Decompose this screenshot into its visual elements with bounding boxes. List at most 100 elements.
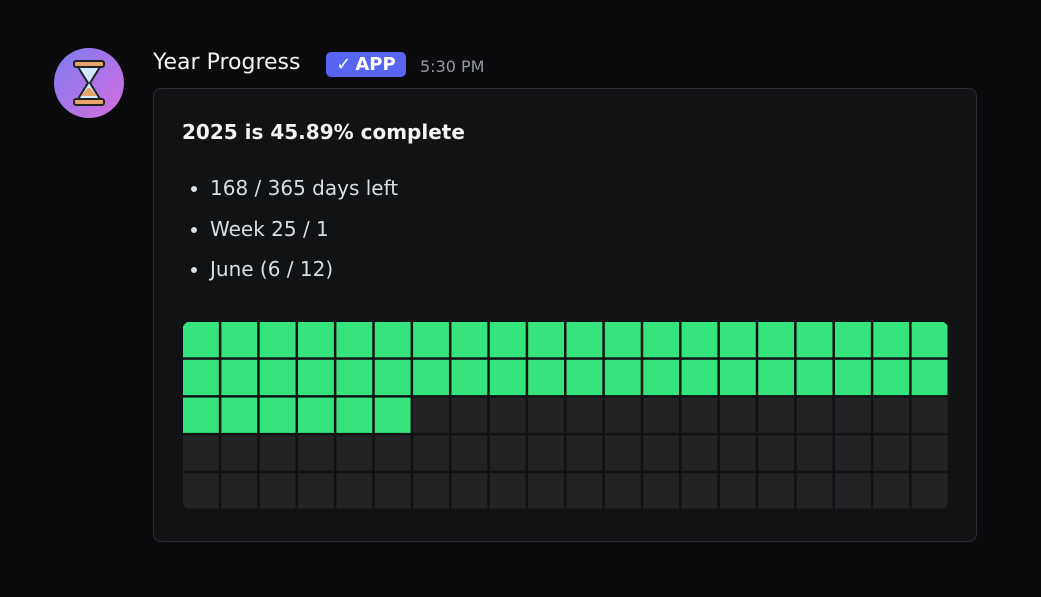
filled-cell [374,322,411,358]
filled-cell [374,359,411,396]
empty-cell [451,473,488,509]
empty-cell [528,473,564,509]
timestamp: 5:30 PM [420,57,485,76]
filled-cell [643,359,680,396]
empty-cell [719,473,756,509]
empty-cell [681,473,718,509]
empty-cell [374,435,411,471]
filled-cell [604,322,641,358]
empty-cell [489,473,526,509]
empty-cell [221,435,258,471]
filled-cell [489,322,526,358]
empty-cell [834,435,871,471]
empty-cell [566,473,603,509]
filled-cell [643,322,680,358]
filled-cell [298,359,334,396]
filled-cell [911,322,948,358]
filled-cell [528,322,564,358]
empty-cell [183,473,219,509]
filled-cell [873,359,910,396]
empty-cell [911,435,948,471]
empty-cell [643,397,680,433]
empty-cell [796,473,833,509]
empty-cell [528,435,564,471]
empty-cell [719,435,756,471]
empty-cell [758,435,795,471]
filled-cell [259,359,296,396]
empty-cell [298,435,334,471]
empty-cell [221,473,258,509]
bullet-list: 168 / 365 days leftWeek 25 / 1June (6 / … [182,171,398,293]
empty-cell [604,435,641,471]
filled-cell [911,359,948,396]
app-badge: ✓ APP [326,52,406,77]
filled-cell [873,322,910,358]
filled-cell [298,397,334,433]
empty-cell [413,397,449,433]
filled-cell [451,322,488,358]
empty-cell [489,435,526,471]
empty-cell [489,397,526,433]
filled-cell [489,359,526,396]
empty-cell [911,397,948,433]
empty-cell [758,397,795,433]
filled-cell [566,359,603,396]
filled-cell [758,359,795,396]
empty-cell [413,435,449,471]
empty-cell [183,435,219,471]
filled-cell [681,359,718,396]
empty-cell [643,473,680,509]
filled-cell [374,397,411,433]
filled-cell [681,322,718,358]
embed-title: 2025 is 45.89% complete [182,120,465,144]
filled-cell [834,359,871,396]
empty-cell [604,473,641,509]
empty-cell [719,397,756,433]
empty-cell [873,473,910,509]
filled-cell [604,359,641,396]
empty-cell [374,473,411,509]
filled-cell [336,397,373,433]
filled-cell [259,322,296,358]
empty-cell [834,397,871,433]
filled-cell [221,397,258,433]
filled-cell [758,322,795,358]
filled-cell [183,397,219,433]
empty-cell [681,435,718,471]
empty-cell [298,473,334,509]
filled-cell [221,359,258,396]
empty-cell [834,473,871,509]
embed: 2025 is 45.89% complete 168 / 365 days l… [153,88,977,542]
empty-cell [681,397,718,433]
filled-cell [336,322,373,358]
empty-cell [259,435,296,471]
filled-cell [528,359,564,396]
filled-cell [183,322,219,358]
empty-cell [604,397,641,433]
empty-cell [566,435,603,471]
empty-cell [528,397,564,433]
bullet: June (6 / 12) [210,252,398,293]
filled-cell [719,322,756,358]
filled-cell [796,359,833,396]
empty-cell [336,473,373,509]
author-name[interactable]: Year Progress [153,50,301,75]
empty-cell [758,473,795,509]
filled-cell [413,322,449,358]
empty-cell [259,473,296,509]
filled-cell [298,322,334,358]
empty-cell [566,397,603,433]
filled-cell [336,359,373,396]
filled-cell [566,322,603,358]
empty-cell [873,397,910,433]
filled-cell [796,322,833,358]
filled-cell [451,359,488,396]
avatar[interactable] [54,48,124,118]
filled-cell [259,397,296,433]
empty-cell [643,435,680,471]
empty-cell [336,435,373,471]
empty-cell [451,435,488,471]
filled-cell [834,322,871,358]
empty-cell [873,435,910,471]
